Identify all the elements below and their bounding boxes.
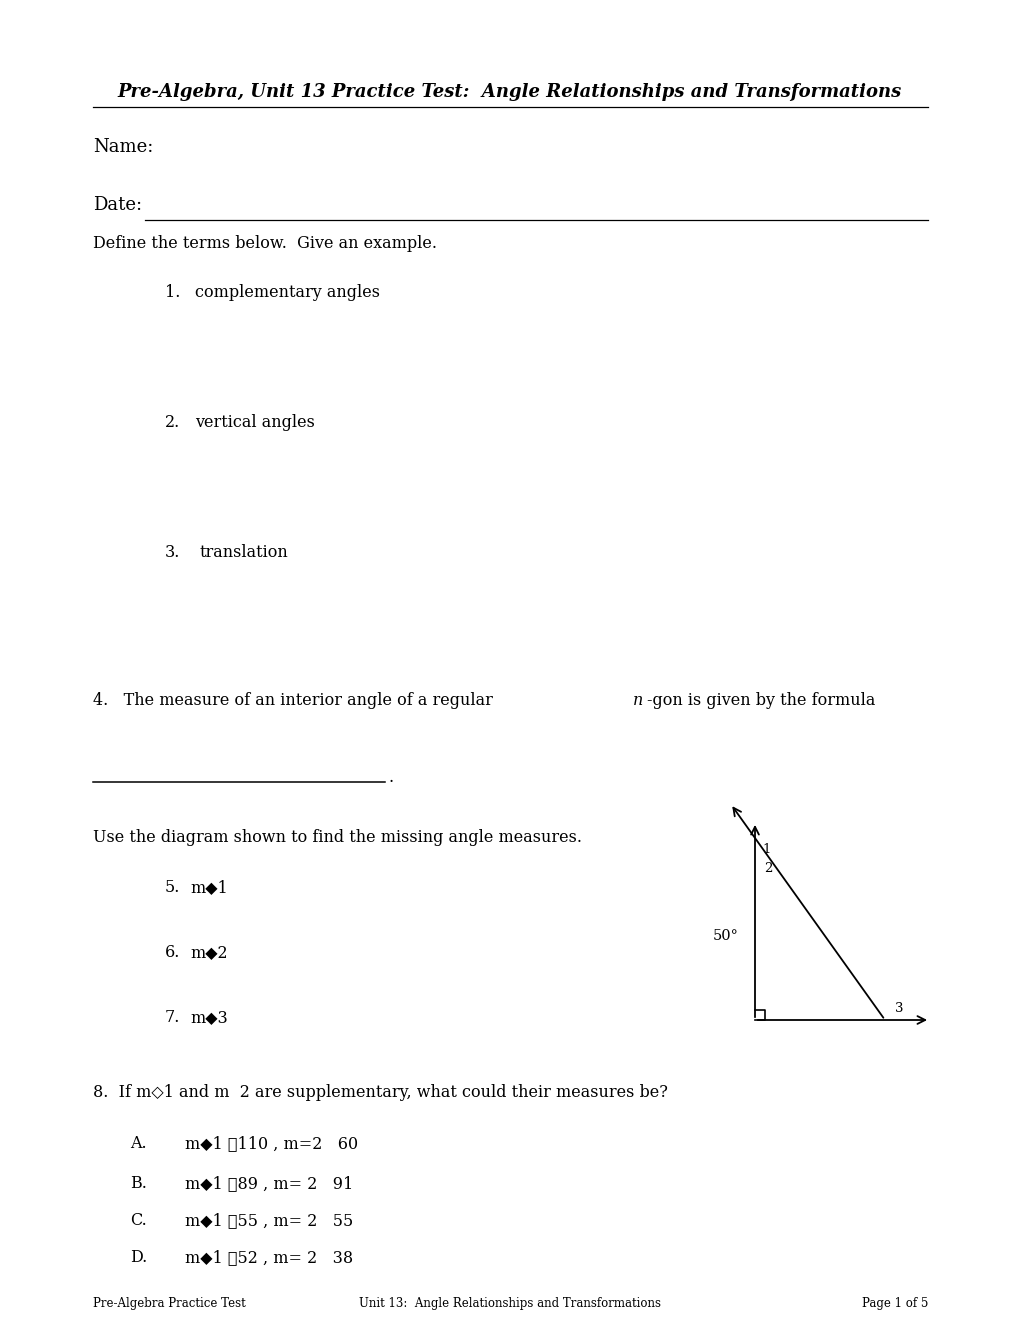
Text: m◆1 ☐110 , m=2   60: m◆1 ☐110 , m=2 60 bbox=[184, 1135, 358, 1152]
Text: 3: 3 bbox=[894, 1002, 903, 1015]
Text: complementary angles: complementary angles bbox=[195, 284, 380, 301]
Text: B.: B. bbox=[129, 1175, 147, 1192]
Text: Define the terms below.  Give an example.: Define the terms below. Give an example. bbox=[93, 235, 436, 252]
Text: Date:: Date: bbox=[93, 195, 142, 214]
Text: .: . bbox=[387, 770, 392, 785]
Text: m◆1 ☐55 , m= 2   55: m◆1 ☐55 , m= 2 55 bbox=[184, 1212, 353, 1229]
Text: vertical angles: vertical angles bbox=[195, 414, 315, 432]
Text: 1: 1 bbox=[761, 843, 769, 855]
Text: n: n bbox=[633, 692, 643, 709]
Text: 1.: 1. bbox=[165, 284, 180, 301]
Text: 4.   The measure of an interior angle of a regular: 4. The measure of an interior angle of a… bbox=[93, 692, 497, 709]
Text: m◆1: m◆1 bbox=[190, 879, 227, 896]
Text: Unit 13:  Angle Relationships and Transformations: Unit 13: Angle Relationships and Transfo… bbox=[359, 1298, 660, 1309]
Text: A.: A. bbox=[129, 1135, 147, 1152]
Text: D.: D. bbox=[129, 1249, 147, 1266]
Text: Name:: Name: bbox=[93, 139, 153, 156]
Text: Page 1 of 5: Page 1 of 5 bbox=[861, 1298, 927, 1309]
Text: m◆3: m◆3 bbox=[190, 1008, 227, 1026]
Text: 7.: 7. bbox=[165, 1008, 180, 1026]
Text: m◆2: m◆2 bbox=[190, 944, 227, 961]
Text: C.: C. bbox=[129, 1212, 147, 1229]
Text: -gon is given by the formula: -gon is given by the formula bbox=[646, 692, 874, 709]
Text: 2: 2 bbox=[763, 862, 771, 875]
Text: 6.: 6. bbox=[165, 944, 180, 961]
Text: 50°: 50° bbox=[712, 929, 738, 942]
Text: 2.: 2. bbox=[165, 414, 180, 432]
Text: translation: translation bbox=[200, 544, 288, 561]
Text: m◆1 ☐52 , m= 2   38: m◆1 ☐52 , m= 2 38 bbox=[184, 1249, 353, 1266]
Text: Pre-Algebra, Unit 13 Practice Test:  Angle Relationships and Transformations: Pre-Algebra, Unit 13 Practice Test: Angl… bbox=[118, 83, 901, 102]
Text: Use the diagram shown to find the missing angle measures.: Use the diagram shown to find the missin… bbox=[93, 829, 582, 846]
Text: 3.: 3. bbox=[165, 544, 180, 561]
Text: m◆1 ☐89 , m= 2   91: m◆1 ☐89 , m= 2 91 bbox=[184, 1175, 353, 1192]
Text: 8.  If m◇1 and m  2 are supplementary, what could their measures be?: 8. If m◇1 and m 2 are supplementary, wha… bbox=[93, 1084, 667, 1101]
Text: 5.: 5. bbox=[165, 879, 180, 896]
Text: Pre-Algebra Practice Test: Pre-Algebra Practice Test bbox=[93, 1298, 246, 1309]
